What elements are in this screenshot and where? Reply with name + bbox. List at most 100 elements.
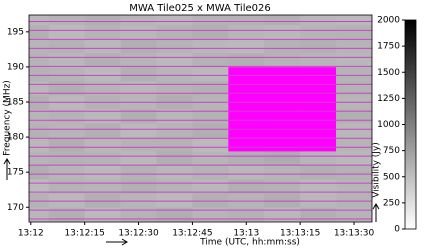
heatmap-cell [264, 66, 301, 82]
heatmap-cell [336, 137, 372, 152]
heatmap-cell [336, 165, 372, 180]
heatmap-cell [192, 66, 229, 82]
heatmap-cell [120, 123, 157, 138]
heatmap-cell [264, 137, 301, 152]
heatmap-cell [48, 123, 85, 138]
heatmap-cell [120, 179, 157, 194]
colorbar-tick-label: 1250 [377, 94, 400, 104]
heatmap-cell [84, 66, 121, 82]
heatmap-cell [48, 137, 85, 152]
heatmap-cell [29, 179, 50, 194]
heatmap-cell [84, 207, 121, 222]
heatmap-cell [336, 24, 372, 40]
heatmap-cell [29, 207, 50, 222]
heatmap-cell [156, 179, 193, 194]
heatmap-cell [29, 123, 50, 138]
colorbar-tick-label: 0 [394, 225, 400, 235]
colorbar-tick-label: 2000 [377, 16, 400, 26]
chart-title: MWA Tile025 x MWA Tile026 [129, 3, 270, 14]
heatmap-cell [228, 38, 265, 54]
heatmap-cell [336, 123, 372, 138]
y-axis-label: Frequency (MHz) [3, 80, 13, 156]
heatmap-cell [29, 193, 50, 208]
colorbar-arrow [372, 203, 380, 222]
heatmap-cell [192, 24, 229, 40]
heatmap-cell [300, 24, 337, 40]
heatmap-cell [192, 52, 229, 68]
heatmap-cell [156, 165, 193, 180]
heatmap-cell [156, 52, 193, 68]
heatmap-cell [48, 15, 85, 26]
heatmap-cell [29, 151, 50, 166]
heatmap-cell [84, 151, 121, 166]
heatmap-cell [300, 123, 337, 138]
heatmap-cell [84, 137, 121, 152]
heatmap-cell [120, 193, 157, 208]
heatmap-cell [120, 24, 157, 40]
x-arrow [106, 238, 128, 246]
heatmap-cell [120, 207, 157, 222]
heatmap-cell [48, 193, 85, 208]
heatmap-cell [264, 207, 301, 222]
heatmap-cell [264, 193, 301, 208]
heatmap-cell [228, 179, 265, 194]
heatmap-cell [156, 151, 193, 166]
heatmap-cell [29, 137, 50, 152]
heatmap-cell [228, 151, 265, 166]
heatmap-cell [228, 137, 265, 152]
heatmap-cell [228, 24, 265, 40]
heatmap-cell [156, 137, 193, 152]
heatmap-cell [336, 52, 372, 68]
heatmap-cell [192, 179, 229, 194]
heatmap-cell [48, 24, 85, 40]
x-axis-label: Time (UTC, hh:mm:ss) [199, 238, 300, 248]
heatmap-cell [48, 207, 85, 222]
heatmap-cell [156, 38, 193, 54]
heatmap-cell [120, 52, 157, 68]
heatmap-cell [264, 179, 301, 194]
heatmap-cell [192, 137, 229, 152]
heatmap-cell [48, 52, 85, 68]
heatmap-cell [84, 15, 121, 26]
heatmap-cell [48, 66, 85, 82]
heatmap-cell [192, 165, 229, 180]
y-tick-label: 175 [7, 168, 24, 178]
heatmap-cell [300, 193, 337, 208]
heatmap-cell [228, 123, 265, 138]
x-tick-label: 13:12:30 [118, 229, 159, 239]
heatmap-cell [48, 165, 85, 180]
heatmap-cell [29, 15, 50, 26]
colorbar-tick-label: 250 [383, 198, 400, 208]
heatmap-cell [156, 24, 193, 40]
heatmap-cell [264, 165, 301, 180]
plot-area [29, 15, 372, 222]
heatmap-cell [84, 38, 121, 54]
heatmap-cell [29, 38, 50, 54]
heatmap-cell [264, 52, 301, 68]
heatmap-cell [228, 15, 265, 26]
y-tick-label: 190 [7, 62, 24, 72]
heatmap-cell [336, 15, 372, 26]
x-tick-label: 13:12 [18, 229, 44, 239]
heatmap-cell [29, 52, 50, 68]
heatmap-cell [336, 193, 372, 208]
y-tick-label: 170 [7, 203, 24, 213]
heatmap-cell [264, 123, 301, 138]
heatmap-cell [336, 179, 372, 194]
heatmap-cell [264, 24, 301, 40]
heatmap-cell [48, 179, 85, 194]
heatmap-cell [228, 66, 265, 82]
x-tick-label: 13:12:45 [172, 229, 212, 239]
heatmap-cell [300, 15, 337, 26]
heatmap-cell [120, 151, 157, 166]
heatmap-cell [120, 15, 157, 26]
heatmap-cell [120, 38, 157, 54]
heatmap-cell [120, 165, 157, 180]
heatmap-cell [84, 179, 121, 194]
heatmap-cell [300, 38, 337, 54]
heatmap-cell [48, 38, 85, 54]
heatmap-cell [300, 179, 337, 194]
heatmap-cell [300, 66, 337, 82]
heatmap-cell [336, 207, 372, 222]
